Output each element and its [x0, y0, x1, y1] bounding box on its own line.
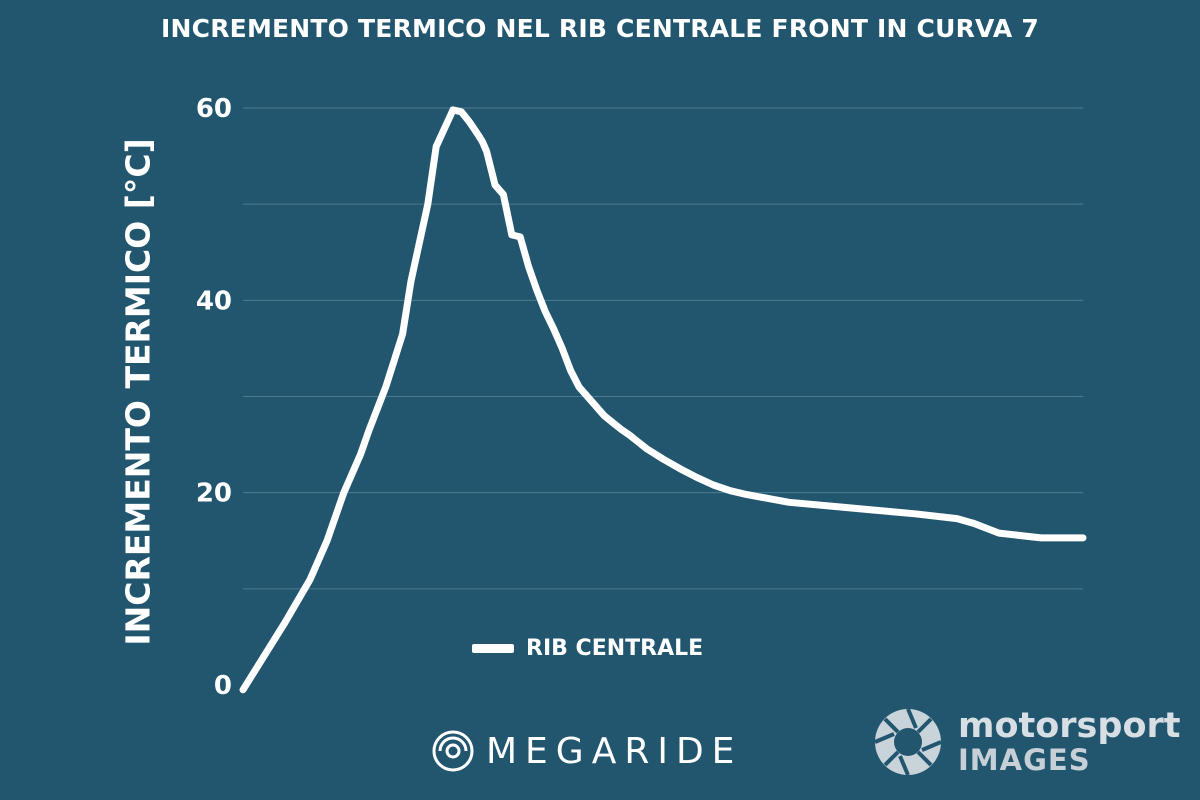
- megaride-logo: MEGARIDE: [430, 728, 742, 774]
- legend-swatch: [472, 644, 514, 653]
- motorsport-images-logo: motorsport IMAGES: [872, 706, 1180, 778]
- legend: RIB CENTRALE: [472, 636, 703, 661]
- images-wordmark: IMAGES: [958, 743, 1091, 777]
- y-tick-labels: 0 20 40 60: [196, 94, 232, 701]
- series-layer: [239, 106, 1087, 694]
- y-tick-label: 60: [196, 94, 232, 124]
- chart-title: INCREMENTO TERMICO NEL RIB CENTRALE FRON…: [161, 14, 1039, 43]
- megaride-wordmark: MEGARIDE: [486, 730, 743, 772]
- y-tick-label: 40: [196, 286, 232, 316]
- legend-label: RIB CENTRALE: [526, 636, 704, 661]
- y-tick-label: 20: [196, 479, 232, 509]
- megaride-emblem-icon: [432, 730, 474, 772]
- camera-aperture-icon: [874, 708, 942, 776]
- y-tick-label: 0: [214, 671, 232, 701]
- motorsport-wordmark: motorsport: [958, 706, 1181, 746]
- series-line-rib-centrale: [239, 106, 1087, 694]
